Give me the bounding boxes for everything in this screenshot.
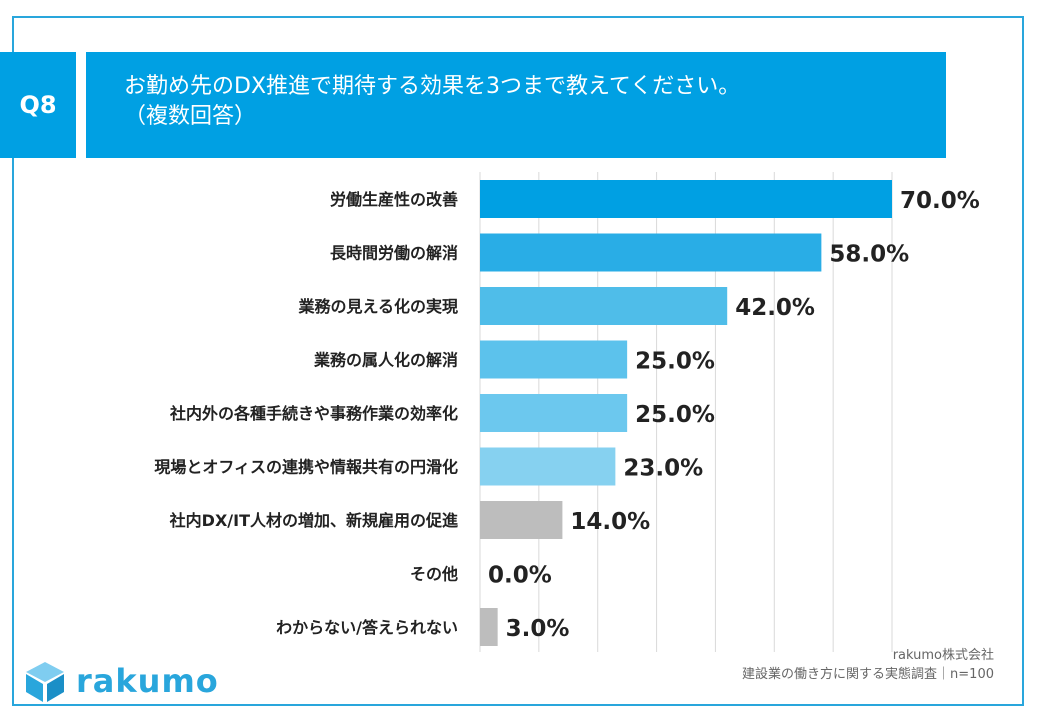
source-company: rakumo株式会社 [892,648,994,663]
category-label: 現場とオフィスの連携や情報共有の円滑化 [154,458,458,477]
rakumo-logo: rakumo [22,660,252,704]
category-label: 業務の属人化の解消 [313,351,458,370]
category-label: 労働生産性の改善 [330,190,458,209]
value-label: 14.0% [570,509,650,535]
bar-8 [480,608,498,646]
bar-4 [480,394,628,432]
category-label: 社内外の各種手続きや事務作業の効率化 [169,404,458,423]
bar-5 [480,447,616,486]
source-note: rakumo株式会社 建設業の働き方に関する実態調査｜n=100 [742,646,994,684]
bar-3 [480,340,628,379]
value-label: 0.0% [488,563,552,589]
category-label: 業務の見える化の実現 [297,297,458,316]
value-label: 58.0% [829,242,909,268]
value-label: 23.0% [623,456,703,482]
source-survey: 建設業の働き方に関する実態調査｜n=100 [742,667,994,682]
logo-text: rakumo [76,662,219,700]
question-text: お勤め先のDX推進で期待する効果を3つまで教えてください。 [124,74,741,99]
category-label: 社内DX/IT人材の増加、新規雇用の促進 [169,511,458,530]
bar-0 [480,180,892,218]
bar-1 [480,233,822,272]
category-label: わからない/答えられない [276,618,458,637]
question-note: （複数回答） [124,104,257,129]
value-label: 3.0% [506,616,570,642]
chart-frame [12,16,1024,706]
value-label: 42.0% [735,295,815,321]
value-label: 70.0% [900,188,980,214]
value-label: 25.0% [635,402,715,428]
question-badge: Q8 [0,52,76,158]
bar-2 [480,287,728,325]
value-label: 25.0% [635,349,715,375]
question-banner: お勤め先のDX推進で期待する効果を3つまで教えてください。 （複数回答） [86,52,946,158]
category-label: その他 [410,565,458,584]
bar-6 [480,501,563,539]
category-label: 長時間労働の解消 [330,244,458,263]
cube-logo-icon [26,662,64,702]
